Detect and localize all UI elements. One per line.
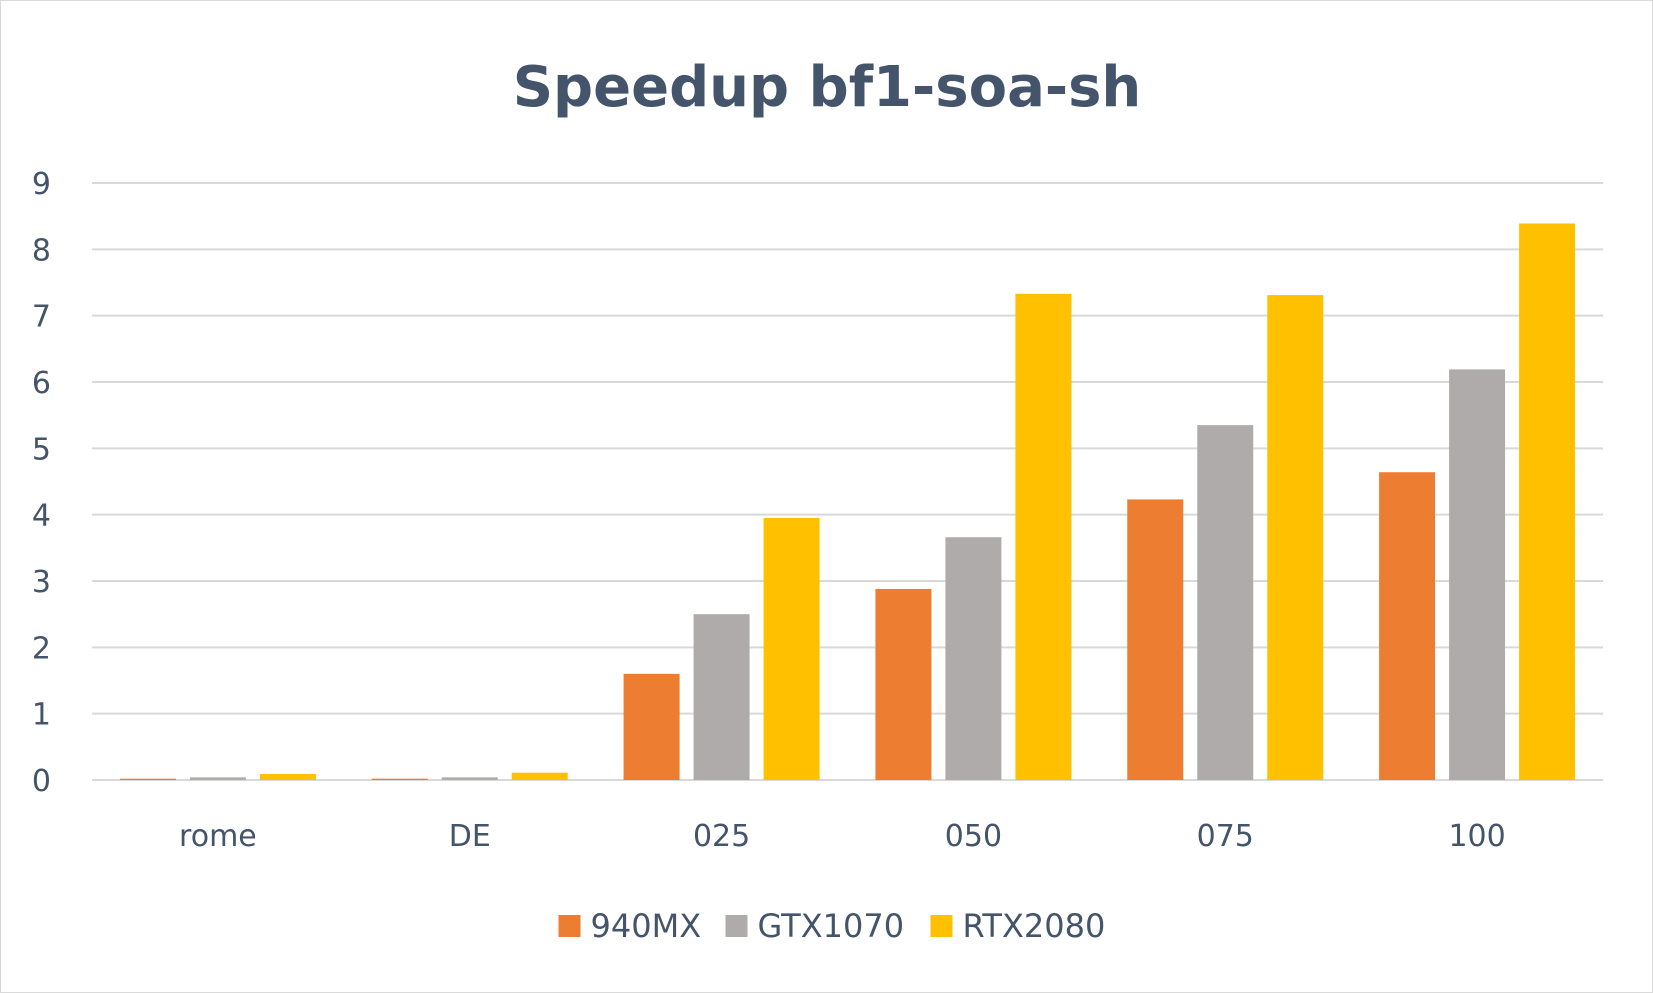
y-tick-label: 2	[32, 631, 51, 666]
bar-GTX1070-050	[945, 537, 1002, 780]
y-tick-label: 7	[32, 300, 51, 335]
x-tick-label: 025	[693, 819, 750, 854]
bar-GTX1070-100	[1449, 369, 1506, 780]
x-tick-label: rome	[179, 819, 257, 854]
bar-940MX-025	[623, 673, 680, 780]
bar-940MX-DE	[371, 778, 428, 780]
y-tick-label: 0	[32, 764, 51, 799]
legend: 940MX GTX1070 RTX2080	[558, 907, 1106, 945]
y-tick-label: 6	[32, 366, 51, 401]
x-axis-ticks: rome DE 025 050 075 100	[179, 819, 1506, 854]
bar-RTX2080-075	[1267, 295, 1324, 780]
y-tick-label: 8	[32, 233, 51, 268]
bar-GTX1070-rome	[189, 777, 246, 780]
y-tick-label: 5	[32, 432, 51, 467]
bar-RTX2080-rome	[259, 774, 316, 780]
chart-title: Speedup bf1-soa-sh	[513, 55, 1142, 120]
y-tick-label: 1	[32, 698, 51, 733]
bar-940MX-050	[875, 588, 932, 780]
legend-swatch-940MX	[558, 915, 581, 937]
bar-GTX1070-025	[693, 614, 750, 780]
legend-swatch-GTX1070	[725, 915, 748, 937]
y-axis-ticks: 0 1 2 3 4 5 6 7 8 9	[32, 167, 51, 799]
bar-940MX-100	[1379, 472, 1436, 780]
legend-swatch-RTX2080	[930, 915, 953, 937]
x-tick-label: 075	[1197, 819, 1254, 854]
bars	[119, 223, 1576, 781]
bar-RTX2080-050	[1015, 293, 1072, 780]
bar-940MX-075	[1127, 499, 1184, 780]
legend-label: 940MX	[591, 907, 702, 945]
legend-label: RTX2080	[963, 907, 1106, 945]
x-tick-label: 050	[945, 819, 1002, 854]
legend-label: GTX1070	[758, 907, 905, 945]
y-tick-label: 9	[32, 167, 51, 202]
bar-RTX2080-DE	[511, 772, 568, 780]
y-tick-label: 3	[32, 565, 51, 600]
bar-GTX1070-DE	[441, 777, 498, 780]
bar-GTX1070-075	[1197, 425, 1254, 780]
gridlines	[92, 182, 1603, 781]
bar-940MX-rome	[119, 778, 176, 780]
bar-RTX2080-100	[1519, 223, 1576, 781]
y-tick-label: 4	[32, 499, 51, 534]
x-tick-label: DE	[449, 819, 491, 854]
bar-RTX2080-025	[763, 517, 820, 780]
x-tick-label: 100	[1448, 819, 1505, 854]
